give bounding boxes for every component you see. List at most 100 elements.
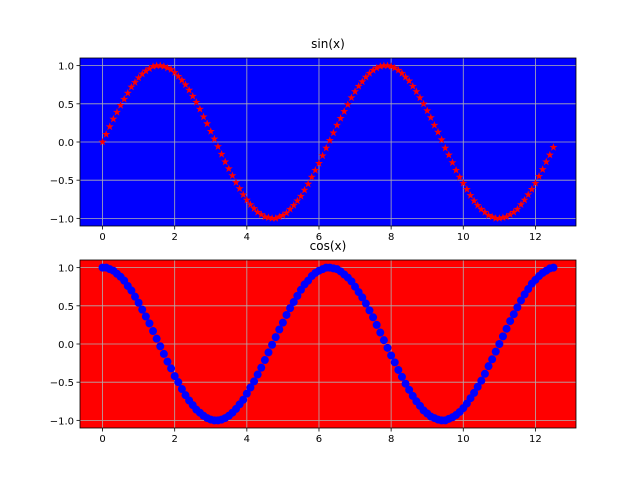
circle-marker (246, 383, 255, 392)
circle-marker (286, 304, 295, 313)
y-tick-label: −1.0 (50, 214, 74, 225)
star-marker (419, 99, 428, 108)
star-marker (275, 212, 284, 221)
x-tick-label: 12 (529, 434, 542, 445)
star-marker (542, 157, 551, 166)
circle-marker (361, 299, 370, 308)
star-marker (538, 165, 547, 173)
circle-marker (289, 298, 298, 306)
circle-marker (174, 378, 183, 387)
subplot-title: cos(x) (310, 239, 347, 253)
circle-marker (260, 356, 269, 365)
circle-marker (358, 293, 367, 302)
star-marker (221, 157, 230, 166)
star-marker (253, 208, 262, 216)
star-marker (452, 166, 461, 174)
star-marker (379, 61, 388, 70)
star-marker (502, 212, 511, 221)
circle-marker (513, 303, 522, 312)
star-marker (365, 69, 374, 77)
star-marker (462, 185, 471, 193)
star-marker (167, 65, 176, 73)
circle-marker (257, 363, 266, 372)
star-marker (289, 201, 298, 209)
y-tick-label: 0.0 (58, 138, 74, 149)
star-marker (177, 75, 186, 84)
star-marker (102, 130, 111, 138)
circle-marker (516, 296, 525, 305)
star-marker (484, 211, 493, 219)
star-marker (134, 73, 143, 82)
star-marker (127, 82, 136, 91)
circle-marker (470, 388, 479, 397)
star-marker (423, 106, 432, 115)
star-marker (322, 143, 331, 152)
star-marker (138, 69, 147, 78)
star-marker (239, 190, 248, 199)
circle-marker (134, 298, 143, 307)
circle-marker (282, 310, 291, 319)
x-tick-label: 10 (457, 434, 470, 445)
star-marker (549, 143, 558, 151)
star-marker (293, 196, 302, 205)
star-marker (340, 107, 349, 115)
circle-marker (390, 358, 399, 367)
y-tick-label: 0.0 (58, 340, 74, 351)
x-tick-label: 4 (244, 434, 250, 445)
circle-marker (506, 317, 515, 326)
star-marker (232, 178, 241, 186)
star-marker (513, 205, 522, 213)
star-marker (242, 195, 251, 204)
circle-marker (488, 355, 497, 364)
star-marker (271, 214, 280, 222)
x-tick-label: 8 (388, 232, 394, 243)
circle-marker (484, 362, 493, 371)
x-tick-label: 4 (244, 232, 250, 243)
star-marker (296, 192, 305, 200)
circle-marker (379, 336, 388, 345)
star-marker (369, 66, 378, 74)
star-marker (235, 184, 244, 192)
star-marker (185, 85, 194, 94)
star-marker (455, 172, 464, 181)
star-marker (282, 208, 291, 217)
x-tick-label: 10 (457, 232, 470, 243)
y-tick-label: −1.0 (50, 416, 74, 427)
circle-marker (264, 348, 273, 357)
star-marker (491, 214, 500, 222)
star-marker (246, 200, 255, 209)
circle-marker (480, 369, 489, 378)
star-marker (506, 210, 515, 218)
circle-marker (502, 324, 511, 333)
star-marker (343, 100, 352, 108)
circle-marker (394, 365, 403, 374)
star-marker (415, 93, 424, 102)
y-tick-label: 0.5 (58, 302, 74, 313)
x-tick-label: 2 (172, 434, 178, 445)
star-marker (268, 214, 277, 222)
star-marker (174, 72, 183, 80)
circle-marker (405, 385, 414, 394)
circle-marker (145, 319, 154, 328)
star-marker (145, 64, 154, 73)
star-marker (470, 196, 479, 205)
circle-marker (275, 325, 284, 334)
star-marker (351, 87, 360, 95)
star-marker (199, 112, 208, 121)
star-marker (224, 164, 233, 173)
circle-marker (401, 379, 410, 388)
star-marker (473, 201, 482, 209)
circle-marker (170, 372, 179, 381)
star-marker (336, 114, 345, 122)
circle-marker (477, 376, 486, 385)
star-marker (210, 134, 219, 143)
circle-marker (177, 385, 186, 394)
star-marker (401, 72, 410, 81)
star-marker (434, 127, 443, 136)
circle-marker (473, 382, 482, 391)
star-marker (347, 93, 356, 102)
circle-marker (278, 318, 287, 327)
circle-marker (397, 372, 406, 381)
circle-marker (372, 320, 381, 329)
